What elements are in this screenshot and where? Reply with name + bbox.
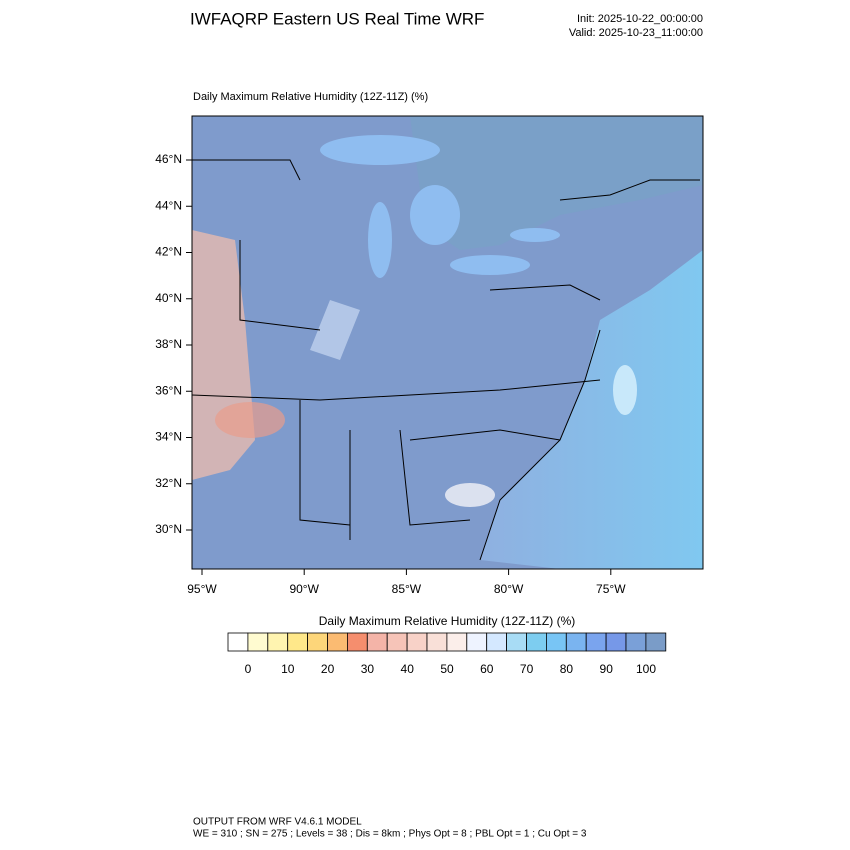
colorbar-swatch: [486, 632, 508, 652]
lat-label: 38°N: [155, 337, 182, 351]
colorbar-label: 70: [520, 662, 534, 676]
colorbar-label: 20: [321, 662, 335, 676]
colorbar-label: 40: [401, 662, 415, 676]
lat-label: 40°N: [155, 291, 182, 305]
footer-line: OUTPUT FROM WRF V4.6.1 MODEL: [193, 817, 362, 828]
colorbar-label: 10: [281, 662, 295, 676]
colorbar-label: 100: [636, 662, 656, 676]
colorbar-swatch: [247, 632, 269, 652]
colorbar-label: 50: [440, 662, 454, 676]
lat-label: 30°N: [155, 522, 182, 536]
map-title: Daily Maximum Relative Humidity (12Z-11Z…: [193, 91, 428, 103]
colorbar-label: 60: [480, 662, 494, 676]
colorbar-swatch: [307, 632, 328, 652]
colorbar-swatch: [426, 632, 448, 652]
footer-line: WE = 310 ; SN = 275 ; Levels = 38 ; Dis …: [193, 829, 587, 840]
colorbar-swatch: [287, 632, 309, 652]
colorbar-swatch: [446, 632, 468, 652]
colorbar-swatch: [327, 632, 348, 652]
colorbar-swatch: [585, 632, 607, 652]
colorbar-swatch: [227, 632, 249, 652]
map: [191, 115, 704, 570]
lat-label: 36°N: [155, 383, 182, 397]
colorbar-swatch: [406, 632, 428, 652]
lat-labels: 46°N 44°N 42°N 40°N 38°N 36°N 34°N 32°N 30°N: [155, 152, 192, 536]
colorbar-label: 30: [361, 662, 375, 676]
lon-label: 90°W: [289, 582, 319, 596]
lon-label: 95°W: [187, 582, 217, 596]
colorbar-swatch: [466, 632, 488, 652]
colorbar-swatch: [366, 632, 388, 652]
colorbar: 0 10 20 30 40 50 60 70 80 90 100: [227, 632, 667, 676]
colorbar-swatch: [645, 632, 667, 652]
colorbar-swatch: [526, 632, 547, 652]
colorbar-swatch: [625, 632, 647, 652]
init-time: Init: 2025-10-22_00:00:00: [577, 13, 703, 25]
lat-label: 34°N: [155, 430, 182, 444]
colorbar-swatch: [267, 632, 289, 652]
valid-time: Valid: 2025-10-23_11:00:00: [569, 27, 703, 39]
colorbar-swatch: [346, 632, 368, 652]
lon-label: 75°W: [596, 582, 626, 596]
lat-label: 46°N: [155, 152, 182, 166]
lat-label: 32°N: [155, 476, 182, 490]
colorbar-label: 90: [600, 662, 614, 676]
colorbar-title: Daily Maximum Relative Humidity (12Z-11Z…: [319, 614, 576, 628]
colorbar-swatch: [605, 632, 627, 652]
colorbar-swatch: [546, 632, 567, 652]
colorbar-swatch: [506, 632, 527, 652]
colorbar-swatch: [386, 632, 408, 652]
lon-label: 85°W: [392, 582, 422, 596]
colorbar-label: 0: [245, 662, 252, 676]
lat-label: 44°N: [155, 198, 182, 212]
colorbar-swatch: [565, 632, 587, 652]
lon-label: 80°W: [494, 582, 524, 596]
lon-labels: 95°W 90°W 85°W 80°W 75°W: [187, 569, 626, 596]
title: IWFAQRP Eastern US Real Time WRF: [190, 9, 484, 28]
colorbar-label: 80: [560, 662, 574, 676]
lat-label: 42°N: [155, 245, 182, 259]
